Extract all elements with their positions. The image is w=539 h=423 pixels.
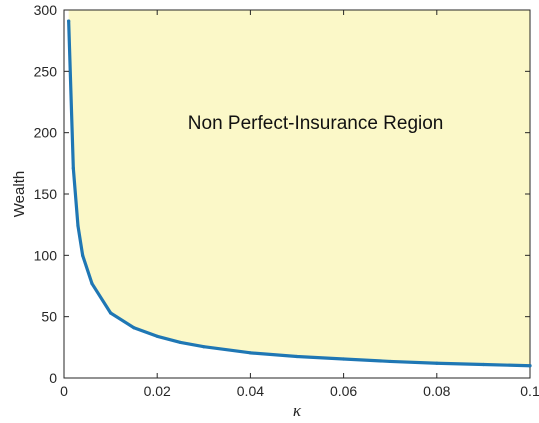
x-tick-label-4: 0.08 [423,383,450,399]
data-points [67,19,532,368]
y-tick-label-5: 250 [34,63,58,79]
y-axis-label: Wealth [11,171,28,217]
data-point-14 [435,361,439,365]
data-point-11 [295,354,299,359]
x-axis-ticks: 0 0.02 0.04 0.06 0.08 0.1 [60,10,539,399]
data-point-5 [109,311,113,315]
data-point-13 [388,359,392,364]
y-tick-label-6: 300 [34,2,58,18]
non-perfect-insurance-region-fill [68,10,530,366]
x-tick-label-2: 0.04 [237,383,264,399]
data-point-4 [90,281,94,286]
data-point-0 [67,19,71,23]
data-point-10 [248,351,252,355]
data-point-6 [132,326,136,330]
y-tick-label-0: 0 [49,370,57,386]
data-point-15 [481,362,485,367]
data-point-9 [202,345,206,349]
x-axis-label: κ [293,401,302,420]
x-tick-label-3: 0.06 [330,383,357,399]
data-point-12 [342,357,346,361]
x-tick-label-0: 0 [60,383,68,399]
x-tick-label-1: 0.02 [144,383,171,399]
region-annotation: Non Perfect-Insurance Region [188,113,444,134]
data-point-1 [71,166,75,170]
data-point-3 [81,253,85,257]
y-axis-ticks: 0 50 100 150 200 250 300 [34,2,530,386]
y-tick-label-3: 150 [34,186,58,202]
data-point-2 [76,224,80,228]
data-point-16 [528,364,532,368]
data-point-8 [178,340,183,345]
y-tick-label-4: 200 [34,125,58,141]
y-tick-label-1: 50 [41,309,57,325]
y-tick-label-2: 100 [34,247,58,263]
data-point-7 [155,334,159,338]
x-tick-label-5: 0.1 [520,383,539,399]
